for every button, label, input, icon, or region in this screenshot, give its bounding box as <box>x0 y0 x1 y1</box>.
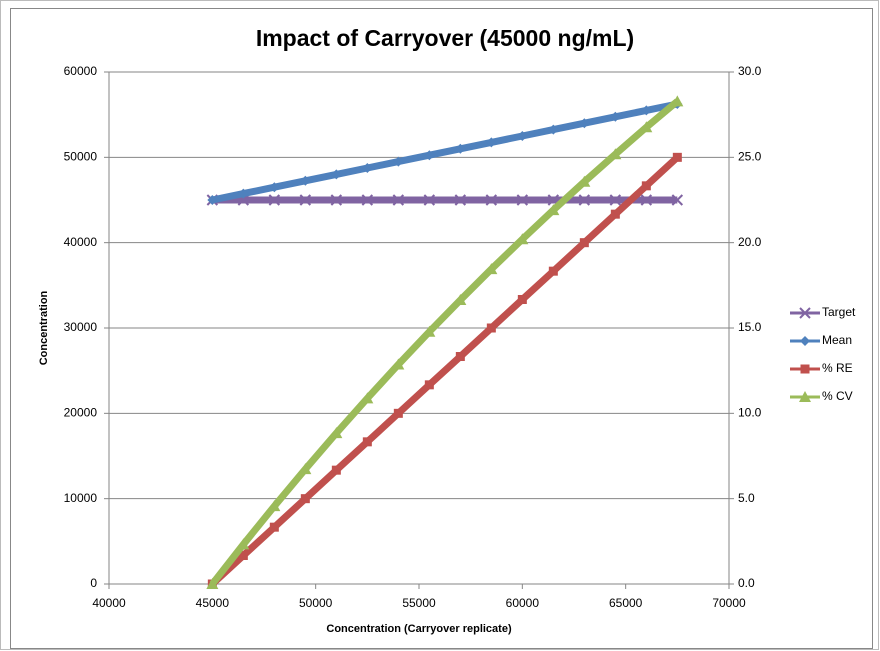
marker <box>424 150 435 161</box>
y-tick-label: 0 <box>90 576 97 590</box>
marker <box>548 266 558 276</box>
x-tick-label: 40000 <box>92 596 126 610</box>
marker <box>331 169 342 180</box>
marker <box>238 550 248 560</box>
marker <box>392 358 405 370</box>
marker <box>455 352 465 362</box>
marker <box>610 209 620 219</box>
marker <box>610 111 621 122</box>
marker <box>640 121 653 133</box>
y-tick-label: 20000 <box>64 406 98 420</box>
y2-tick-label: 30.0 <box>738 64 762 78</box>
legend-label: Mean <box>822 333 852 347</box>
x-tick-label: 50000 <box>299 596 333 610</box>
plot-area: 0 10000 20000 30000 40000 50000 60000 0.0 5.0 10.… <box>64 64 762 610</box>
marker <box>424 380 434 390</box>
marker <box>579 118 590 129</box>
series-line <box>209 154 680 587</box>
series-line <box>209 98 680 587</box>
marker <box>330 194 343 206</box>
x-tick-label: 60000 <box>506 596 540 610</box>
marker <box>578 194 591 206</box>
marker <box>207 195 218 205</box>
marker <box>423 194 436 206</box>
y-tick-label: 50000 <box>64 150 98 164</box>
marker <box>516 194 529 206</box>
marker <box>454 194 467 206</box>
marker <box>393 408 403 418</box>
marker <box>641 105 652 116</box>
marker <box>517 294 527 304</box>
marker <box>517 131 528 141</box>
x-tick-label: 70000 <box>712 596 746 610</box>
marker <box>455 143 466 154</box>
marker <box>640 194 653 206</box>
y-tick-label: 40000 <box>64 235 98 249</box>
marker <box>671 194 684 206</box>
marker <box>362 163 373 173</box>
marker <box>300 175 311 186</box>
legend-label: Target <box>822 305 856 319</box>
marker <box>578 175 591 187</box>
marker <box>268 194 281 206</box>
marker <box>454 294 467 306</box>
legend-label: % RE <box>822 361 853 375</box>
marker <box>361 392 374 404</box>
y2-tick-label: 5.0 <box>738 491 755 505</box>
y2-tick-label: 15.0 <box>738 320 762 334</box>
marker <box>362 437 372 447</box>
marker <box>800 336 810 346</box>
marker <box>485 263 498 275</box>
x-tick-label: 65000 <box>609 596 643 610</box>
marker <box>486 137 497 148</box>
x-axis-title: Concentration (Carryover replicate) <box>326 623 512 635</box>
marker <box>579 238 589 248</box>
y2-tick-label: 20.0 <box>738 235 762 249</box>
x-tick-label: 55000 <box>402 596 436 610</box>
marker <box>330 427 343 439</box>
marker <box>237 538 250 550</box>
marker <box>800 364 810 374</box>
marker <box>641 181 651 191</box>
marker <box>299 463 312 475</box>
marker <box>269 182 280 193</box>
marker <box>672 152 682 162</box>
marker <box>423 325 436 337</box>
marker <box>671 95 684 107</box>
marker <box>485 194 498 206</box>
chart-title: Impact of Carryover (45000 ng/mL) <box>256 25 634 51</box>
y-axis-title: Concentration <box>38 290 50 365</box>
legend: Target Mean % RE % CV <box>790 305 856 403</box>
y2-tick-label: 10.0 <box>738 406 762 420</box>
marker <box>799 391 811 402</box>
marker <box>516 233 529 245</box>
marker <box>548 124 559 135</box>
y-tick-label: 30000 <box>64 320 98 334</box>
marker <box>299 194 312 206</box>
marker <box>393 156 404 167</box>
marker <box>268 500 281 512</box>
y2-tick-label: 25.0 <box>738 150 762 164</box>
marker <box>609 148 622 160</box>
y2-tick-label: 0.0 <box>738 576 755 590</box>
marker <box>206 578 219 589</box>
legend-label: % CV <box>822 389 853 403</box>
marker <box>361 194 374 206</box>
marker <box>547 204 560 216</box>
series-line <box>211 100 679 204</box>
marker <box>238 188 249 199</box>
marker <box>486 323 496 333</box>
x-tick-label: 45000 <box>196 596 230 610</box>
marker <box>799 307 811 319</box>
marker <box>269 522 279 532</box>
y-tick-label: 10000 <box>64 491 98 505</box>
marker <box>392 194 405 206</box>
y-tick-label: 60000 <box>64 64 98 78</box>
marker <box>300 494 310 504</box>
marker <box>609 194 622 206</box>
marker <box>331 465 341 475</box>
